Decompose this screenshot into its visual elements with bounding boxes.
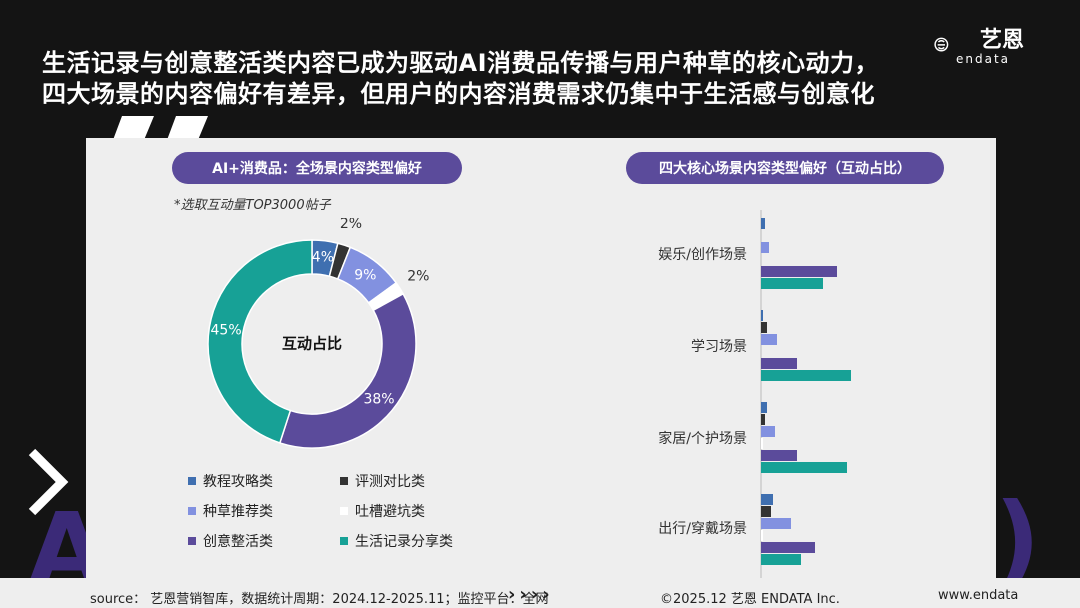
legend-item-lifestyle: 生活记录分享类: [340, 531, 453, 551]
footer-arrows: ››››: [508, 584, 554, 605]
legend-swatch: [188, 477, 196, 485]
bar-mark: [761, 278, 823, 289]
bar-mark: [761, 542, 815, 553]
footer-url: www.endata: [938, 588, 1019, 603]
donut-data-label: 38%: [363, 391, 394, 407]
brand-name-cn: 艺恩: [980, 28, 1025, 53]
bar-mark: [761, 554, 801, 565]
footer-source: source： 艺恩营销智库，数据统计周期：2024.12-2025.11；监控…: [90, 592, 549, 607]
bar-mark: [761, 518, 791, 529]
donut-data-label: 2%: [407, 268, 429, 284]
left-panel-title: AI+消费品：全场景内容类型偏好: [172, 152, 462, 184]
chevron-right-icon: [28, 448, 69, 516]
bar-mark: [761, 494, 773, 505]
legend-swatch: [340, 477, 348, 485]
bar-mark: [761, 438, 763, 449]
donut-data-label: 45%: [211, 322, 242, 338]
endata-logo-icon: [934, 37, 949, 52]
bar-category-label: 家居/个护场景: [658, 431, 747, 447]
legend-swatch: [188, 507, 196, 515]
bar-mark: [761, 414, 765, 425]
donut-center-label: 互动占比: [282, 335, 342, 353]
donut-chart: 4% 2% 9% 2% 38% 45% 互动占比: [207, 218, 429, 449]
donut-data-label: 2%: [340, 218, 362, 232]
bar-mark: [761, 218, 765, 229]
content-panel: AI+消费品：全场景内容类型偏好 四大核心场景内容类型偏好（互动占比） *选取互…: [86, 138, 996, 608]
legend-label: 吐槽避坑类: [355, 504, 425, 520]
bar-mark: [761, 426, 775, 437]
legend-item-recommend: 种草推荐类: [188, 501, 273, 521]
bar-mark: [761, 334, 777, 345]
brand-name-en: endata: [956, 52, 1011, 66]
legend-item-creative: 创意整活类: [188, 531, 273, 551]
bar-mark: [761, 462, 847, 473]
bar-mark: [761, 358, 797, 369]
legend-swatch: [340, 507, 348, 515]
headline-line-1: 生活记录与创意整活类内容已成为驱动AI消费品传播与用户种草的核心动力，: [42, 49, 880, 77]
footer: source： 艺恩营销智库，数据统计周期：2024.12-2025.11；监控…: [0, 578, 1080, 608]
donut-data-label: 9%: [354, 267, 376, 283]
bar-category-label: 出行/穿戴场景: [658, 521, 747, 537]
legend-swatch: [188, 537, 196, 545]
legend-label: 生活记录分享类: [355, 534, 453, 550]
bar-mark: [761, 242, 769, 253]
legend-label: 创意整活类: [203, 534, 273, 550]
legend-label: 种草推荐类: [203, 504, 273, 520]
bar-mark: [761, 310, 763, 321]
donut-data-label: 4%: [312, 250, 334, 266]
sample-note: *选取互动量TOP3000帖子: [174, 198, 331, 213]
bar-category-label: 娱乐/创作场景: [658, 247, 747, 263]
legend-item-review: 评测对比类: [340, 471, 425, 491]
bar-mark: [761, 530, 763, 541]
legend-swatch: [340, 537, 348, 545]
bar-mark: [761, 402, 767, 413]
legend-label: 评测对比类: [355, 474, 425, 490]
donut-slice: [278, 292, 417, 449]
headline-line-2: 四大场景的内容偏好有差异，但用户的内容消费需求仍集中于生活感与创意化: [42, 80, 875, 108]
bar-category-label: 学习场景: [691, 339, 747, 355]
legend-label: 教程攻略类: [203, 474, 273, 490]
headline: 生活记录与创意整活类内容已成为驱动AI消费品传播与用户种草的核心动力， 四大场景…: [42, 48, 962, 110]
legend-item-complaint: 吐槽避坑类: [340, 501, 425, 521]
bar-mark: [761, 322, 767, 333]
donut-slice: [207, 239, 313, 444]
bar-chart: [760, 210, 851, 578]
legend-item-tutorial: 教程攻略类: [188, 471, 273, 491]
bar-mark: [761, 450, 797, 461]
bar-mark: [761, 266, 837, 277]
right-panel-title: 四大核心场景内容类型偏好（互动占比）: [626, 152, 944, 184]
bar-mark: [761, 506, 771, 517]
bar-mark: [761, 370, 851, 381]
footer-copyright: ©2025.12 艺恩 ENDATA Inc.: [660, 592, 840, 607]
